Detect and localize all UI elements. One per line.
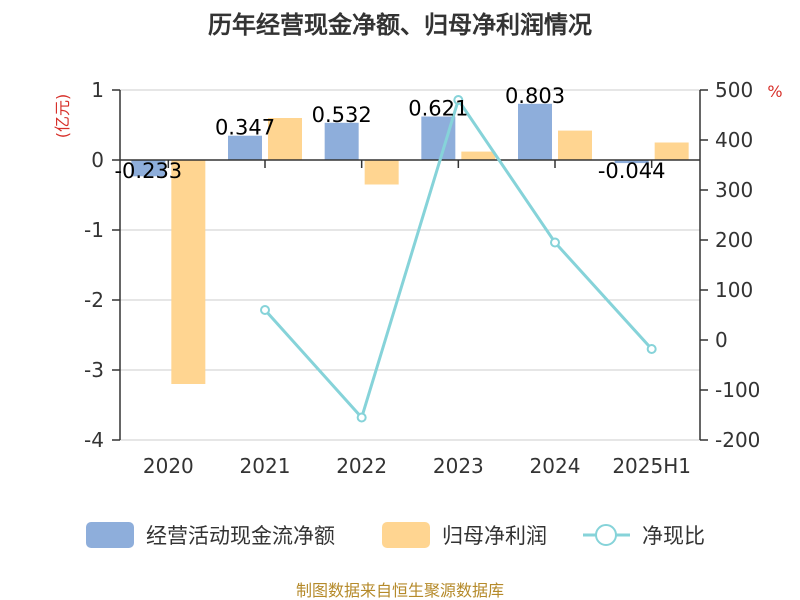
tick-labels: 1 0 -1 -2 -3 -4 500 400 300 200 100 0 -100 -200 2020 20… <box>84 78 760 478</box>
data-label-cash: -0.233 <box>114 159 182 183</box>
right-axis-tick-label: 200 <box>715 228 753 252</box>
chart-title: 历年经营现金净额、归母净利润情况 <box>208 11 592 39</box>
source-note: 制图数据来自恒生聚源数据库 <box>296 581 504 600</box>
legend: 经营活动现金流净额 归母净利润 净现比 <box>86 522 705 548</box>
bars <box>131 103 689 384</box>
left-axis-tick-label: -2 <box>84 288 104 312</box>
axes <box>112 89 708 441</box>
bar-cash <box>131 160 166 177</box>
bar-profit <box>461 151 496 160</box>
ratio-point <box>646 344 657 354</box>
data-labels: -0.233 0.347 0.532 0.621 0.803 -0.044 <box>114 84 665 183</box>
bar-cash <box>228 135 262 160</box>
right-axis-tick-label: 400 <box>715 128 753 152</box>
x-axis-tick-label: 2025H1 <box>612 454 691 478</box>
right-axis-unit: % <box>767 82 782 101</box>
right-axis-tick-label: -200 <box>715 428 760 452</box>
right-axis-tick-label: 300 <box>715 178 753 202</box>
left-axis-tick-label: 0 <box>91 148 104 172</box>
legend-label-profit: 归母净利润 <box>442 524 547 548</box>
left-axis-tick-label: -3 <box>84 358 104 382</box>
data-label-cash: 0.347 <box>215 116 275 140</box>
bar-cash <box>518 103 552 160</box>
ratio-line <box>260 95 657 423</box>
right-axis-tick-label: 0 <box>715 328 728 352</box>
left-axis-unit: (亿元) <box>53 94 72 139</box>
right-axis-tick-label: 500 <box>715 78 753 102</box>
x-axis-tick-label: 2021 <box>240 454 291 478</box>
x-axis-tick-label: 2022 <box>336 454 387 478</box>
legend-swatch-profit <box>382 522 430 548</box>
ratio-point <box>356 412 367 423</box>
bar-cash <box>614 160 649 164</box>
data-label-cash: 0.532 <box>312 103 372 127</box>
legend-swatch-cash <box>86 522 134 548</box>
x-axis-tick-label: 2024 <box>530 454 581 478</box>
left-axis-tick-label: -1 <box>84 218 104 242</box>
x-axis-tick-label: 2023 <box>433 454 484 478</box>
data-label-cash: 0.803 <box>505 84 565 108</box>
ratio-point <box>453 95 464 105</box>
bar-profit <box>268 118 302 160</box>
legend-label-cash: 经营活动现金流净额 <box>146 524 335 548</box>
bar-profit <box>654 142 689 160</box>
data-label-cash: -0.044 <box>598 159 666 183</box>
data-label-cash: 0.621 <box>408 97 468 121</box>
right-axis-tick-label: -100 <box>715 378 760 402</box>
bar-profit <box>364 160 399 185</box>
ratio-point <box>550 237 560 248</box>
gridlines <box>120 89 700 441</box>
x-axis-tick-label: 2020 <box>143 454 194 478</box>
bar-cash <box>324 122 359 160</box>
legend-marker-ratio <box>595 524 617 546</box>
left-axis-tick-label: -4 <box>84 428 104 452</box>
left-axis-tick-label: 1 <box>91 78 104 102</box>
right-axis-tick-label: 100 <box>715 278 753 302</box>
legend-label-ratio: 净现比 <box>642 524 705 548</box>
bar-profit <box>558 130 592 160</box>
bar-profit <box>171 160 206 384</box>
ratio-point <box>260 305 270 315</box>
